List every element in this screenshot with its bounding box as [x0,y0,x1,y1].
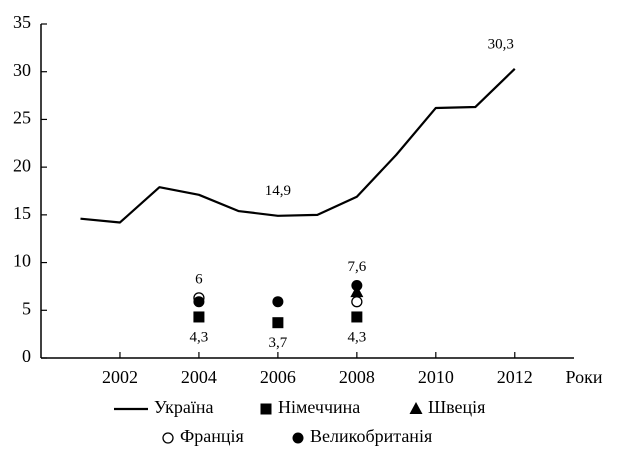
point [350,285,364,298]
point [351,279,363,291]
data-label: 14,9 [265,183,291,199]
x-axis-label: Роки [566,367,603,387]
y-tick-label: 30 [13,60,31,80]
point [193,296,205,308]
point [193,311,205,323]
data-label: 6 [195,271,203,287]
point [272,317,284,329]
legend-label: Швеція [428,397,485,417]
y-tick-label: 15 [13,203,31,223]
legend-label: Великобританія [310,426,432,446]
x-tick-label: 2008 [339,367,375,387]
legend-label: Німеччина [278,397,360,417]
x-tick-label: 2012 [497,367,533,387]
y-tick-label: 25 [13,108,31,128]
legend-marker [409,402,423,414]
data-label: 7,6 [347,259,366,275]
legend-marker [292,432,304,444]
x-tick-label: 2004 [181,367,217,387]
y-tick-label: 35 [13,12,31,32]
data-label: 4,3 [347,329,366,345]
point [351,311,363,323]
legend-marker [162,432,174,444]
point [351,296,363,308]
point [272,296,284,308]
line-series [80,68,516,224]
x-tick-label: 2002 [102,367,138,387]
x-tick-label: 2006 [260,367,296,387]
legend-label: Франція [180,426,244,446]
data-label: 30,3 [488,36,514,52]
y-tick-label: 10 [13,251,31,271]
legend-marker [260,403,272,415]
data-label: 3,7 [269,335,288,351]
legend-label: Україна [154,397,214,417]
y-tick-label: 5 [22,298,31,318]
y-tick-label: 20 [13,155,31,175]
y-tick-label: 0 [22,346,31,366]
x-tick-label: 2010 [418,367,454,387]
data-label: 4,3 [190,329,209,345]
